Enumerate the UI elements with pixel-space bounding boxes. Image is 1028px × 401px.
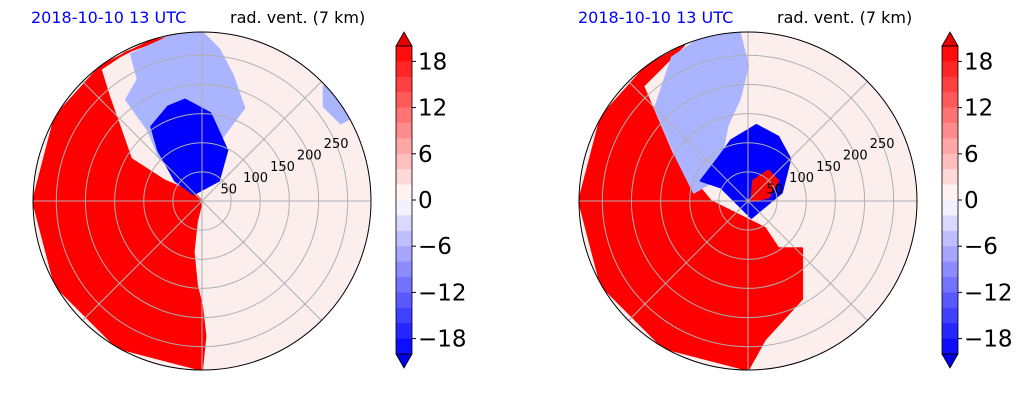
colorbar-segment bbox=[942, 261, 958, 278]
azimuth-spoke bbox=[201, 200, 322, 321]
colorbar-segment bbox=[396, 323, 412, 339]
colorbar-extend-min bbox=[395, 353, 413, 369]
azimuth-spoke bbox=[82, 81, 203, 202]
colorbar-segment bbox=[942, 307, 958, 324]
azimuth-spoke bbox=[628, 200, 749, 321]
colorbar-tick-label: 18 bbox=[418, 49, 447, 75]
azimuth-spoke bbox=[82, 200, 203, 321]
panel-title-datetime: 2018-10-10 13 UTC bbox=[578, 8, 734, 27]
plot-boundary bbox=[578, 31, 918, 371]
colorbar-segment bbox=[396, 292, 412, 309]
radial-tick-label: 150 bbox=[816, 160, 841, 175]
colorbar-segment bbox=[942, 123, 958, 139]
colorbar-tick-label: −18 bbox=[418, 327, 467, 353]
panel-title-datetime: 2018-10-10 13 UTC bbox=[31, 8, 187, 27]
colorbar-segment bbox=[396, 76, 412, 93]
azimuth-spoke bbox=[747, 200, 868, 321]
panel-title-variable: rad. vent. (7 km) bbox=[230, 8, 366, 27]
colorbar-segment bbox=[942, 200, 958, 216]
colorbar-segment bbox=[396, 138, 412, 155]
colorbar-tick-label: 0 bbox=[964, 188, 979, 214]
radial-tick-label: 250 bbox=[324, 137, 349, 152]
radial-tick-label: 50 bbox=[221, 183, 238, 198]
colorbar-segment bbox=[942, 138, 958, 155]
colorbar-segment bbox=[942, 92, 958, 108]
colorbar-tick-label: −12 bbox=[964, 280, 1013, 306]
radial-tick-label: 50 bbox=[767, 183, 784, 198]
colorbar-segment bbox=[942, 215, 958, 232]
radar-panel-left: 2018-10-10 13 UTC rad. vent. (7 km) 50 10… bbox=[31, 8, 467, 371]
radial-tick-label: 200 bbox=[297, 149, 322, 164]
colorbar-tick-label: 12 bbox=[964, 96, 993, 122]
colorbar-segment bbox=[396, 46, 412, 62]
colorbar-extend-max bbox=[941, 31, 959, 47]
colorbar-tick-label: 0 bbox=[418, 188, 433, 214]
colorbar-segment bbox=[396, 338, 412, 355]
azimuth-spoke bbox=[201, 81, 322, 202]
colorbar-segment bbox=[396, 246, 412, 262]
colorbar-segment bbox=[942, 46, 958, 62]
colorbar-segment bbox=[396, 123, 412, 139]
colorbar-tick-label: 18 bbox=[964, 49, 993, 75]
radial-tick-label: 100 bbox=[789, 171, 814, 186]
colorbar-segment bbox=[396, 261, 412, 278]
radial-tick-label: 100 bbox=[243, 171, 268, 186]
colorbar-segment bbox=[396, 277, 412, 293]
radial-tick-label: 250 bbox=[870, 137, 895, 152]
colorbar-segment bbox=[942, 169, 958, 185]
colorbar-tick-label: −6 bbox=[418, 234, 452, 260]
colorbar-segment bbox=[942, 76, 958, 93]
colorbar-segment bbox=[942, 107, 958, 124]
colorbar-tick-label: −18 bbox=[964, 327, 1013, 353]
colorbar-segment bbox=[396, 61, 412, 78]
colorbar-extend-min bbox=[941, 353, 959, 369]
colorbar-segment bbox=[942, 292, 958, 309]
colorbar-segment bbox=[942, 153, 958, 170]
colorbar-segment bbox=[396, 184, 412, 201]
colorbar-tick-label: 6 bbox=[964, 142, 979, 168]
colorbar-segment bbox=[942, 338, 958, 355]
azimuth-spoke bbox=[628, 81, 749, 202]
azimuth-spoke bbox=[747, 81, 868, 202]
colorbar-segment bbox=[396, 307, 412, 324]
colorbar-tick-label: 12 bbox=[418, 96, 447, 122]
plot-boundary bbox=[32, 31, 372, 371]
colorbar-segment bbox=[942, 61, 958, 78]
radial-tick-label: 150 bbox=[270, 160, 295, 175]
colorbar-segment bbox=[396, 92, 412, 108]
colorbar-extend-max bbox=[395, 31, 413, 47]
colorbar-tick-label: 6 bbox=[418, 142, 433, 168]
colorbar-segment bbox=[942, 246, 958, 262]
colorbar-segment bbox=[396, 107, 412, 124]
colorbar-tick-label: −6 bbox=[964, 234, 998, 260]
colorbar-segment bbox=[396, 230, 412, 247]
radar-panel-right: 2018-10-10 13 UTC rad. vent. (7 km) 50 10… bbox=[546, 0, 1028, 401]
colorbar-segment bbox=[942, 230, 958, 247]
colorbar-segment bbox=[396, 169, 412, 185]
colorbar-segment bbox=[396, 153, 412, 170]
colorbar-segment bbox=[942, 323, 958, 339]
colorbar-segment bbox=[942, 184, 958, 201]
colorbar-segment bbox=[396, 200, 412, 216]
colorbar-tick-label: −12 bbox=[418, 280, 467, 306]
radial-tick-label: 200 bbox=[843, 149, 868, 164]
panel-title-variable: rad. vent. (7 km) bbox=[777, 8, 913, 27]
colorbar-segment bbox=[942, 277, 958, 293]
colorbar-segment bbox=[396, 215, 412, 232]
